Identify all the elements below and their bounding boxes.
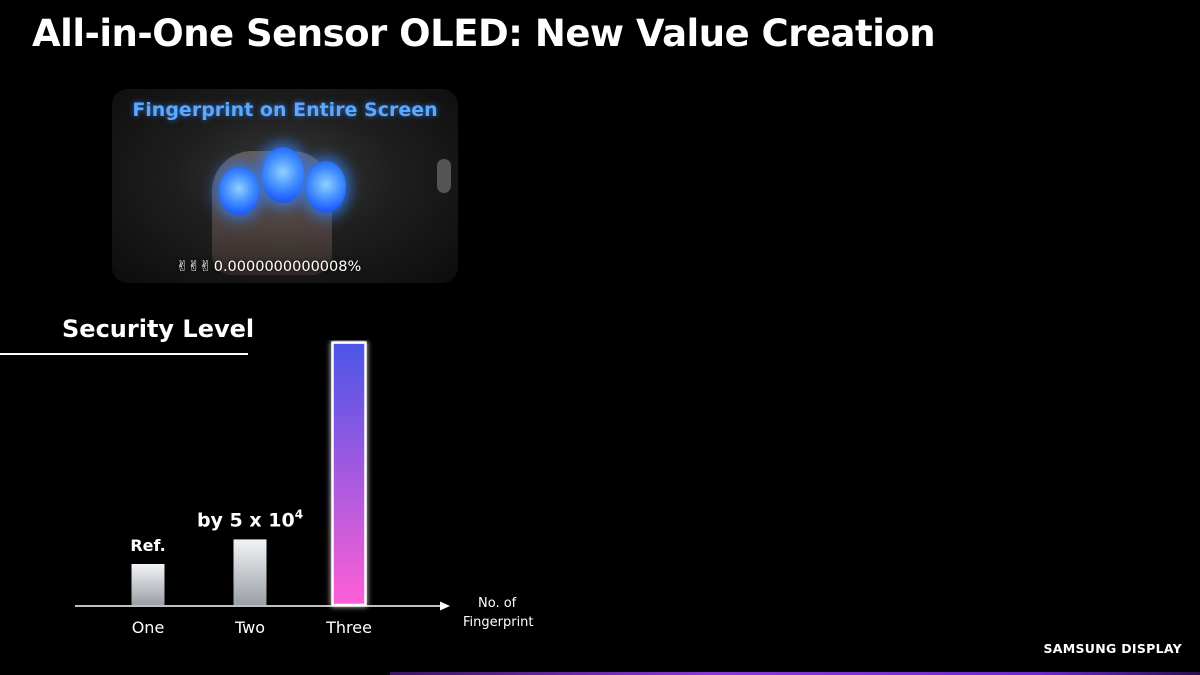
bottom-glow-strip [390, 672, 1200, 675]
data-label-two: by 5 x 104 [197, 507, 303, 531]
x-axis-label-line-2: Fingerprint [463, 615, 534, 630]
brand-logo: SAMSUNG DISPLAY [1043, 641, 1182, 656]
probability-readout: ✌✌✌ 0.0000000000008% [176, 257, 361, 275]
video-caption: Fingerprint on Entire Screen [132, 99, 438, 121]
bar-two [233, 539, 267, 605]
x-axis-label-line-1: No. of [478, 596, 517, 611]
hand-gesture-icon: ✌✌✌ [176, 257, 212, 275]
data-label-one: Ref. [130, 536, 165, 555]
fingertip-glow-3 [306, 161, 346, 213]
fingertip-glow-2 [262, 147, 304, 203]
bar-three [331, 341, 367, 607]
background-glint [437, 159, 451, 193]
x-axis-arrow-icon [440, 601, 450, 611]
bar-one [131, 564, 165, 605]
section-underline [0, 353, 248, 355]
page-title: All-in-One Sensor OLED: New Value Creati… [32, 12, 936, 55]
tick-label-one: One [132, 618, 165, 637]
tick-label-three: Three [325, 618, 372, 637]
fingerprint-video-frame: Fingerprint on Entire Screen ✌✌✌ 0.000000… [112, 89, 458, 283]
probability-value: 0.0000000000008% [213, 259, 362, 275]
tick-label-two: Two [234, 618, 265, 637]
fingertip-glow-1 [219, 167, 259, 215]
security-level-title: Security Level [62, 315, 255, 343]
